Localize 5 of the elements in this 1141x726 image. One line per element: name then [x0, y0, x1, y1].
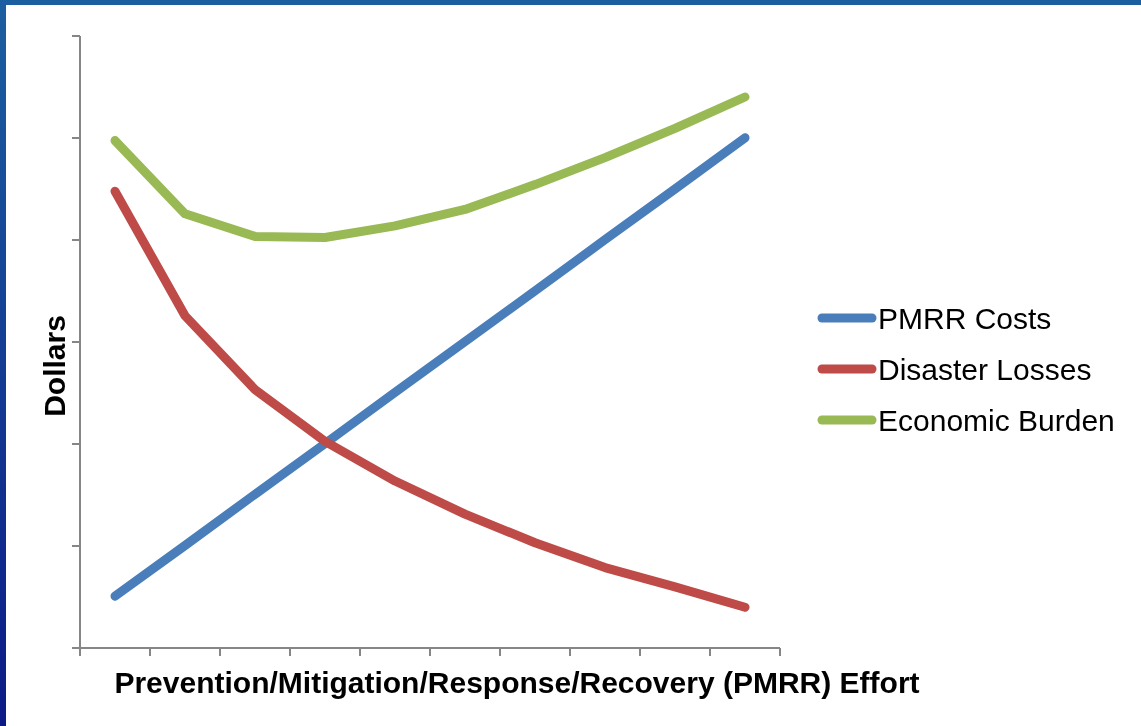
- legend-label: Disaster Losses: [878, 352, 1092, 386]
- legend-label: Economic Burden: [878, 403, 1115, 437]
- x-axis-title: Prevention/Mitigation/Response/Recovery (PMRR) Effort: [114, 666, 920, 699]
- legend-label: PMRR Costs: [878, 301, 1052, 335]
- y-axis-title: Dollars: [38, 315, 71, 417]
